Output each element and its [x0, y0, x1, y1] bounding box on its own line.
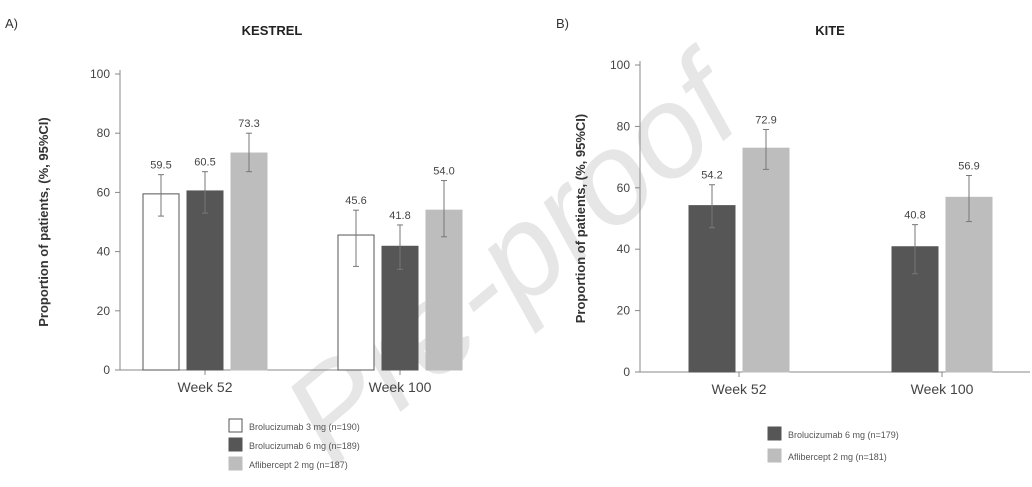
x-tick-label: Week 52: [712, 381, 767, 397]
y-tick-label: 80: [617, 119, 631, 133]
data-label: 59.5: [150, 160, 171, 172]
y-tick-label: 100: [90, 67, 110, 81]
y-tick-label: 80: [97, 126, 111, 140]
legend-swatch: [228, 437, 243, 452]
data-label: 40.8: [904, 210, 925, 222]
data-label: 72.9: [755, 114, 776, 126]
y-tick-label: 0: [103, 363, 110, 377]
y-axis-label: Proportion of patients, (%, 95%CI): [36, 117, 51, 326]
chart-panel-a: A) KESTREL Proportion of patients, (%, 95%…: [5, 16, 463, 471]
y-tick-label: 0: [623, 365, 630, 379]
panel-label: B): [556, 16, 569, 31]
y-axis-label: Proportion of patients, (%, 95%CI): [573, 114, 588, 323]
chart-title: KESTREL: [242, 23, 303, 38]
data-label: 60.5: [194, 157, 215, 169]
x-tick-label: Week 100: [369, 379, 432, 395]
y-tick-label: 60: [617, 181, 631, 195]
legend-swatch: [228, 456, 243, 471]
bar: [945, 196, 993, 373]
legend-swatch: [767, 426, 782, 441]
y-tick-label: 20: [617, 304, 631, 318]
data-label: 45.6: [345, 195, 366, 207]
data-label: 54.0: [433, 166, 454, 178]
bar: [742, 147, 790, 373]
legend-label: Aflibercept 2 mg (n=181): [788, 452, 887, 462]
legend-label: Brolucizumab 3 mg (n=190): [249, 422, 360, 432]
bar: [230, 152, 268, 371]
y-tick-label: 60: [97, 185, 111, 199]
chart-panel-b: B) KITE Proportion of patients, (%, 95%CI)…: [556, 16, 1030, 463]
y-tick-label: 40: [617, 242, 631, 256]
x-tick-label: Week 100: [911, 381, 974, 397]
legend-swatch: [228, 418, 243, 433]
x-tick-label: Week 52: [178, 379, 233, 395]
y-tick-label: 100: [610, 58, 630, 72]
panel-label: A): [5, 16, 18, 31]
data-label: 56.9: [958, 161, 979, 173]
data-label: 41.8: [389, 210, 410, 222]
bar: [186, 190, 224, 371]
bar: [142, 193, 180, 371]
legend-swatch: [767, 448, 782, 463]
data-label: 73.3: [238, 118, 259, 130]
y-tick-label: 20: [97, 304, 111, 318]
legend-label: Aflibercept 2 mg (n=187): [249, 460, 348, 470]
legend-label: Brolucizumab 6 mg (n=179): [788, 430, 899, 440]
legend-label: Brolucizumab 6 mg (n=189): [249, 441, 360, 451]
data-label: 54.2: [701, 170, 722, 182]
chart-title: KITE: [815, 23, 845, 38]
bar: [688, 205, 736, 373]
y-tick-label: 40: [97, 245, 111, 259]
